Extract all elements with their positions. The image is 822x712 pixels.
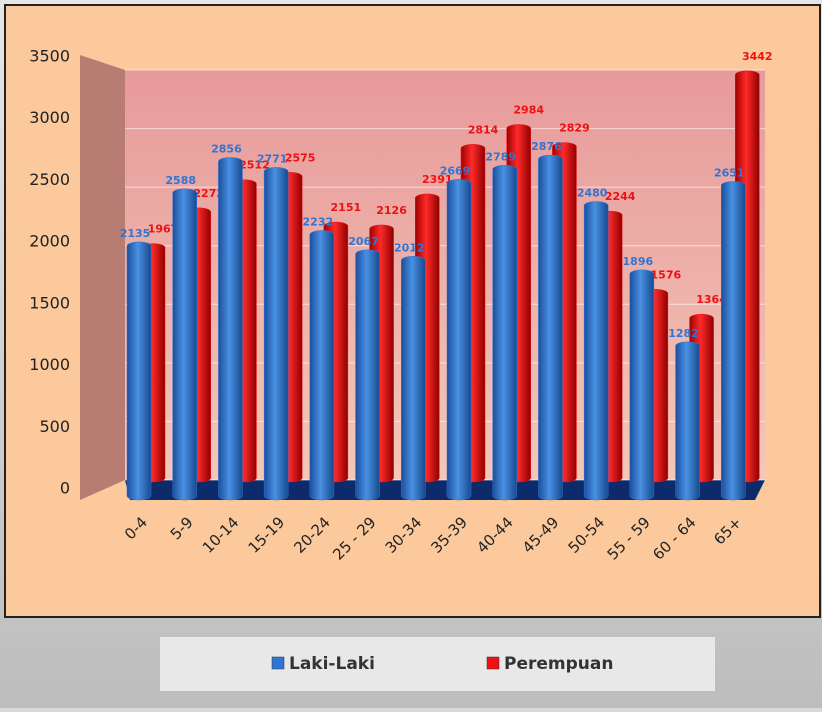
y-tick-label: 3500 [29,47,70,66]
bar [675,341,700,501]
y-tick-label: 500 [39,417,70,436]
bar [401,256,426,501]
y-tick-label: 0 [60,479,70,498]
bar [355,249,380,501]
bar [446,179,472,501]
bar [263,167,289,501]
y-tick-label: 3000 [29,108,70,127]
data-label: 2876 [531,140,562,153]
legend-label: Laki-Laki [289,654,375,674]
data-label: 3442 [742,50,773,63]
data-label: 2771 [257,152,288,165]
data-label: 2575 [285,151,316,164]
data-label: 2669 [440,164,471,177]
y-tick-label: 2000 [29,232,70,251]
data-label: 2232 [303,216,334,229]
y-tick-label: 1000 [29,355,70,374]
data-label: 1576 [651,268,682,281]
data-label: 2067 [348,235,379,248]
legend-swatch [486,656,500,670]
data-label: 2244 [605,190,636,203]
y-tick-label: 1500 [29,293,70,312]
data-label: 2135 [120,227,151,240]
bar [309,230,335,501]
bar [721,181,746,501]
legend [160,637,715,691]
data-label: 2829 [559,122,590,135]
bar [126,241,152,501]
y-tick-label: 2500 [29,170,70,189]
bar [172,188,197,501]
data-label: 2856 [211,142,242,155]
data-label: 2126 [376,204,407,217]
bar [629,269,655,501]
legend-swatch [271,656,285,670]
data-label: 1364 [696,293,727,306]
data-label: 2151 [331,201,362,214]
data-label: 2984 [513,103,544,116]
side-wall [80,55,125,500]
data-label: 2012 [394,241,425,254]
data-label: 2391 [422,173,453,186]
data-label: 2789 [485,150,516,163]
bar [492,165,517,501]
data-label: 2480 [577,186,608,199]
bar [218,157,243,501]
data-label: 2814 [468,123,499,136]
bar [538,154,563,501]
legend-label: Perempuan [504,654,613,674]
data-label: 1282 [668,327,699,340]
data-label: 2512 [239,159,270,172]
data-label: 1967 [148,223,179,236]
data-label: 1896 [623,255,654,268]
data-label: 2272 [193,187,224,200]
data-label: 2651 [714,166,745,179]
bar [583,201,609,501]
data-label: 2588 [165,174,196,187]
